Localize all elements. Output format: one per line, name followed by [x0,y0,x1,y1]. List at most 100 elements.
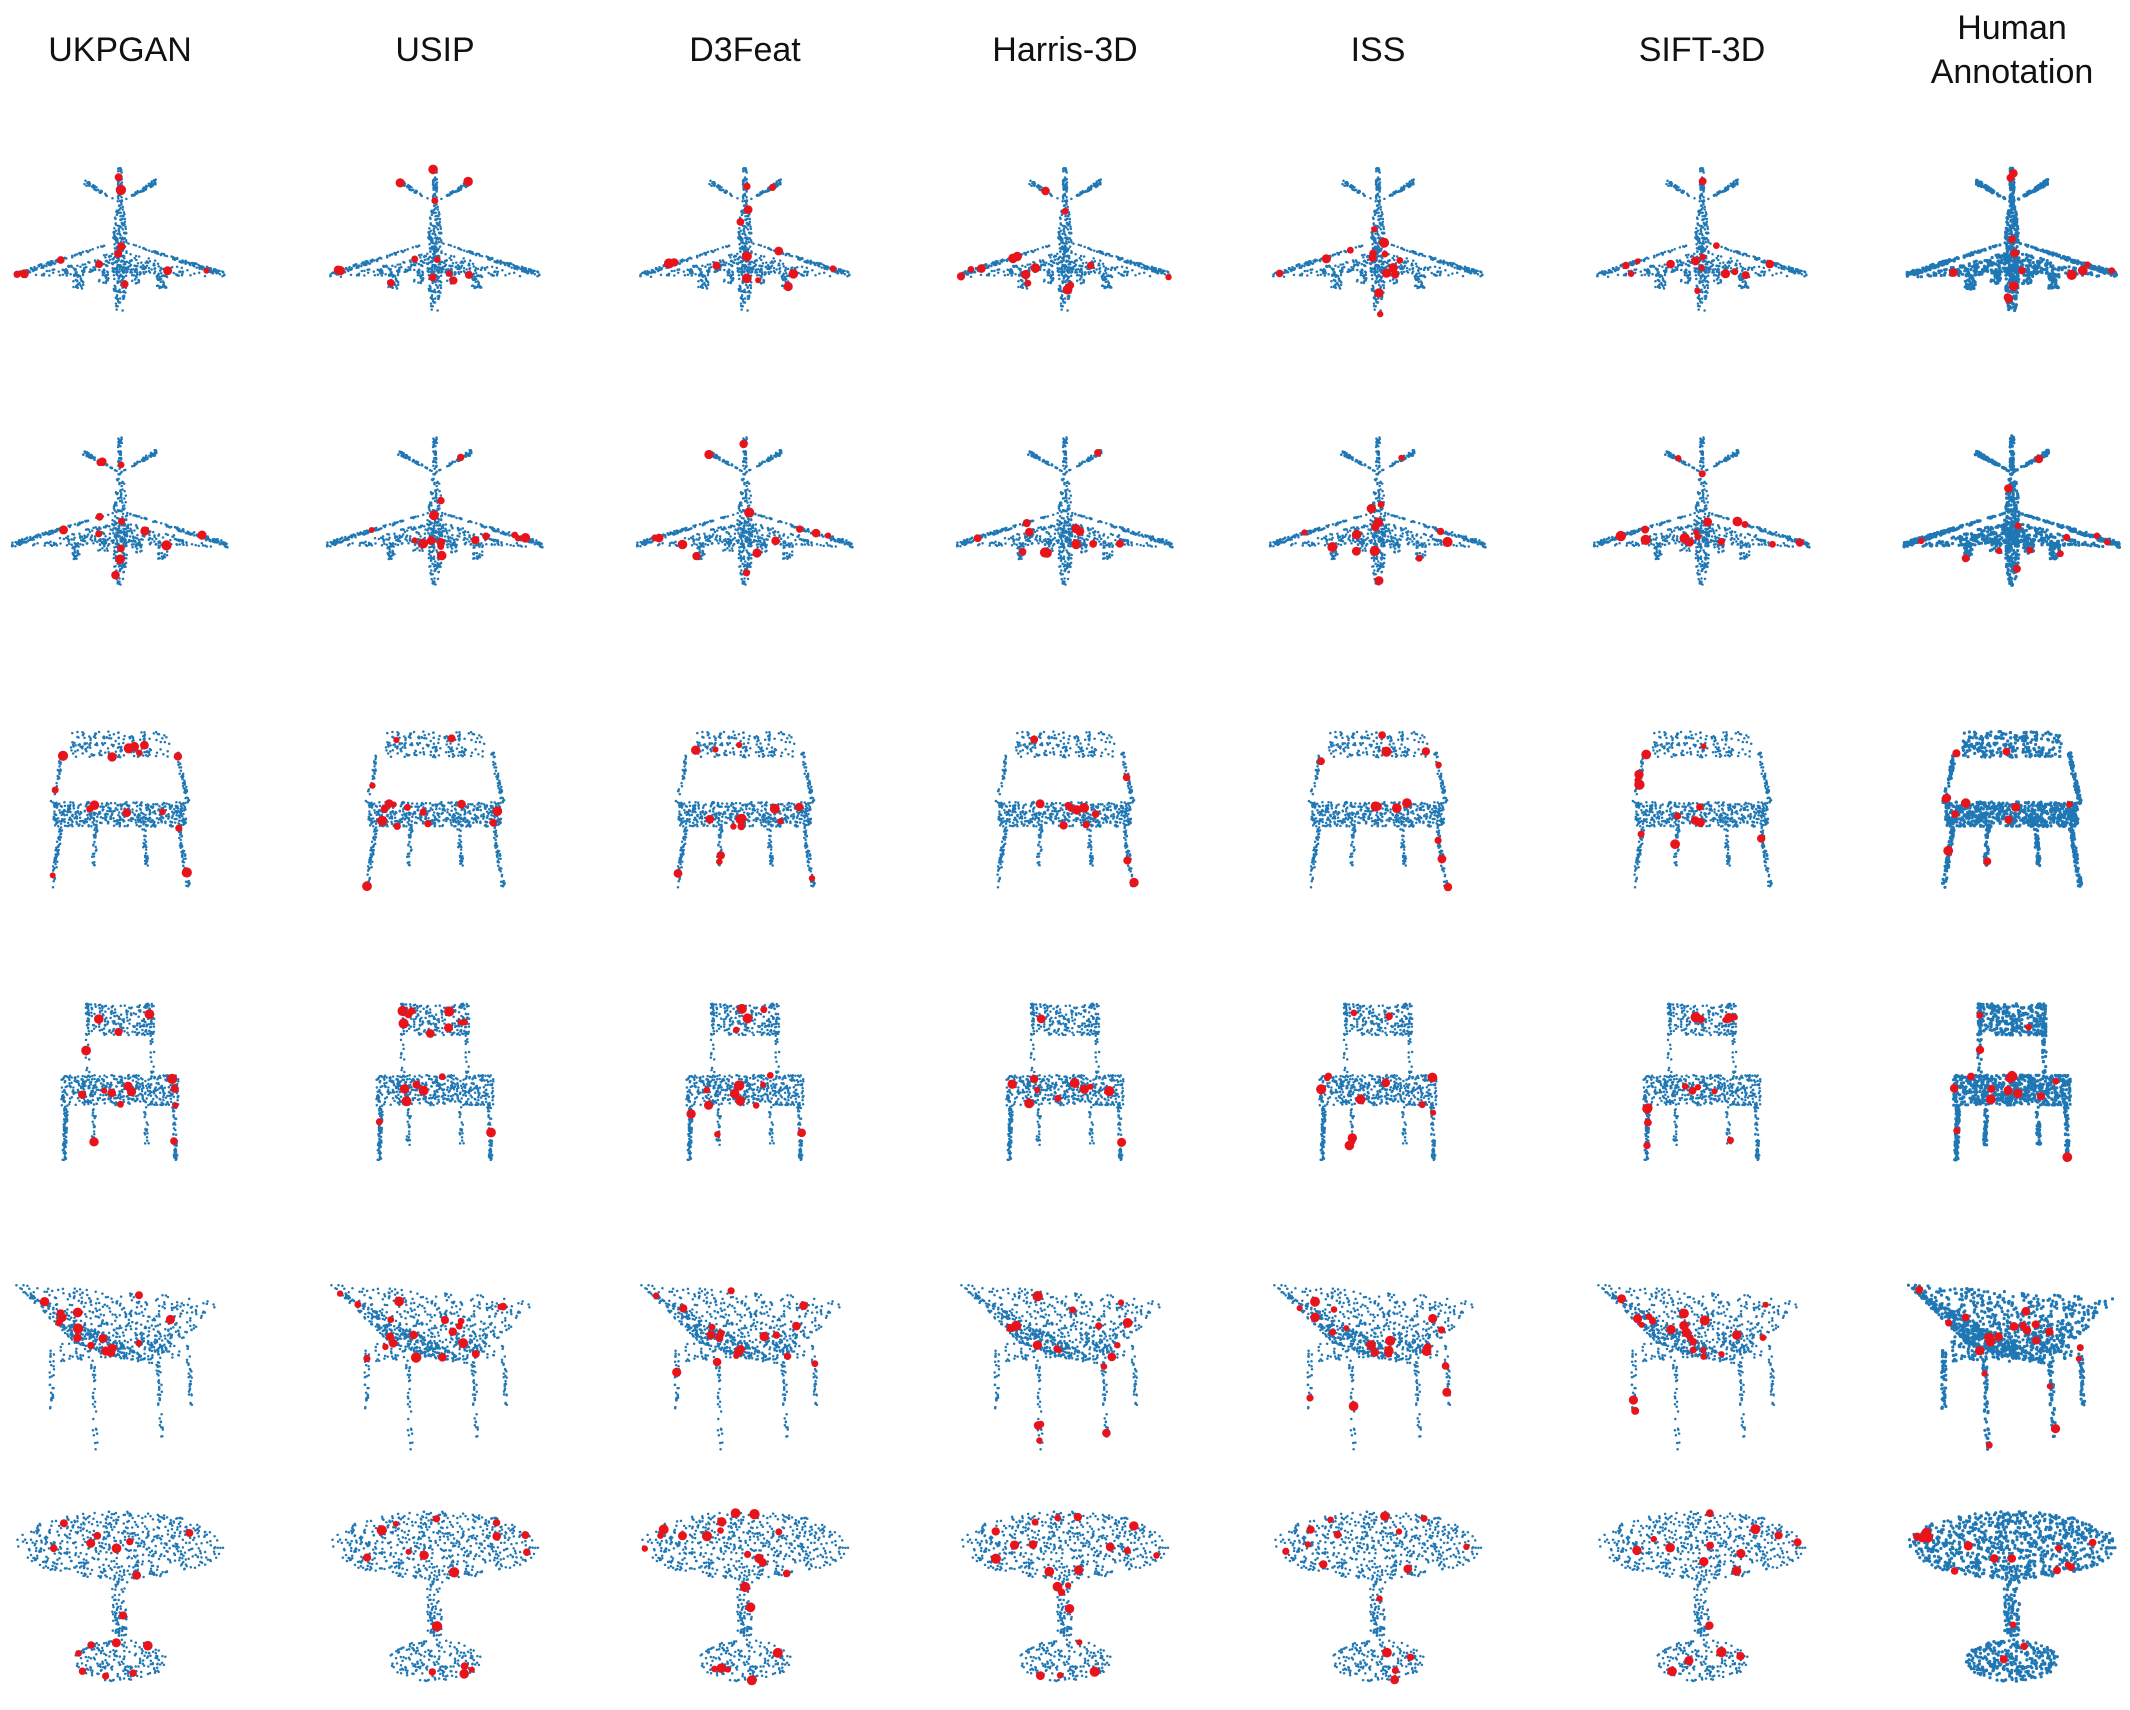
keypoints [1006,1291,1133,1444]
pointcloud-panel-table-round-0 [0,1440,270,1710]
pointcloud-panel-chair-plain-5 [1552,940,1852,1210]
point-cloud [1597,1283,1798,1451]
pointcloud-panel-table-rect-1 [285,1210,585,1480]
pointcloud-plot [15,1283,216,1451]
pointcloud-panel-chair-plain-0 [0,940,270,1210]
keypoints [686,1003,806,1138]
pointcloud-panel-table-round-3 [915,1440,1215,1710]
pointcloud-plot [1598,1509,1807,1683]
keypoints [13,173,210,288]
pointcloud-plot [961,1510,1170,1683]
pointcloud-panel-chair-armrest-5 [1552,665,1852,935]
point-cloud [640,1283,841,1451]
point-cloud [961,1510,1170,1683]
pointcloud-panel-table-round-4 [1228,1440,1528,1710]
pointcloud-plot [16,1510,225,1683]
pointcloud-panel-chair-armrest-0 [0,665,270,935]
keypoints [1915,1285,2084,1449]
point-cloud [960,1283,1161,1451]
keypoints [368,453,531,561]
keypoints [1949,1011,2073,1163]
pointcloud-panel-table-round-2 [595,1440,895,1710]
keypoints [39,1291,175,1357]
point-cloud [955,436,1174,586]
keypoints [1296,1296,1452,1411]
pointcloud-plot [1268,436,1487,586]
pointcloud-plot [1906,1283,2115,1451]
point-cloud [1592,436,1811,586]
point-cloud [60,1002,180,1162]
keypoints [956,186,1172,295]
pointcloud-panel-table-rect-3 [915,1210,1215,1480]
pointcloud-plot [994,730,1139,889]
keypoints [375,1005,496,1138]
point-cloud [15,1283,216,1451]
point-cloud [1940,730,2084,889]
pointcloud-plot [1597,1283,1798,1451]
pointcloud-panel-airplane-2-1 [285,380,585,650]
keypoints [1617,1294,1769,1415]
pointcloud-plot [641,1508,850,1686]
keypoints [1317,731,1453,892]
pointcloud-panel-airplane-1-3 [915,110,1215,380]
pointcloud-panel-chair-plain-4 [1228,940,1528,1210]
pointcloud-plot [1902,434,2121,587]
keypoints [1301,454,1453,586]
pointcloud-plot [60,1002,180,1162]
keypoints [1615,455,1804,548]
pointcloud-panel-table-round-1 [285,1440,585,1710]
pointcloud-panel-airplane-1-5 [1552,110,1852,380]
point-cloud [685,1002,805,1162]
point-cloud [49,730,191,889]
column-header-5: SIFT-3D [1552,0,1852,100]
keypoints [362,734,503,892]
column-header-3: Harris-3D [915,0,1215,100]
pointcloud-panel-chair-plain-1 [285,940,585,1210]
point-cloud [331,1510,540,1683]
pointcloud-panel-table-rect-2 [595,1210,895,1480]
pointcloud-plot [330,1283,531,1451]
keypoints [1030,735,1139,888]
keypoints [1275,226,1404,318]
keypoints [1634,743,1766,850]
pointcloud-panel-table-round-6 [1862,1440,2130,1710]
pointcloud-plot [1273,1283,1474,1451]
pointcloud-plot [1940,730,2084,889]
pointcloud-plot [49,730,192,889]
point-cloud [16,1510,225,1683]
keypoints [651,439,832,577]
pointcloud-plot [325,436,544,586]
pointcloud-plot [1596,166,1808,312]
pointcloud-plot [1949,1002,2073,1163]
pointcloud-plot [635,436,854,586]
pointcloud-panel-airplane-2-2 [595,380,895,650]
pointcloud-plot [1272,166,1484,318]
keypoints [1316,1009,1438,1151]
pointcloud-plot [1592,436,1811,586]
keypoints [49,740,192,879]
keypoints [1282,1511,1470,1685]
keypoints [1949,169,2116,304]
pointcloud-plot [639,166,851,312]
point-cloud [329,166,541,312]
pointcloud-plot [685,1002,806,1162]
point-cloud [1268,436,1487,586]
pointcloud-panel-chair-plain-3 [915,940,1215,1210]
column-header-1: USIP [285,0,585,100]
pointcloud-plot [362,730,506,892]
point-cloud [14,166,226,312]
keypoints [78,1009,179,1147]
keypoints [652,1287,819,1377]
keypoints [1622,177,1775,294]
pointcloud-panel-chair-armrest-3 [915,665,1215,935]
pointcloud-plot [1316,1002,1438,1162]
pointcloud-panel-airplane-2-4 [1228,380,1528,650]
pointcloud-plot [329,164,541,312]
column-header-2: D3Feat [595,0,895,100]
column-header-0: UKPGAN [0,0,270,100]
pointcloud-plot [1005,1002,1127,1162]
keypoints [333,164,473,287]
pointcloud-plot [673,730,816,889]
pointcloud-panel-chair-armrest-1 [285,665,585,935]
